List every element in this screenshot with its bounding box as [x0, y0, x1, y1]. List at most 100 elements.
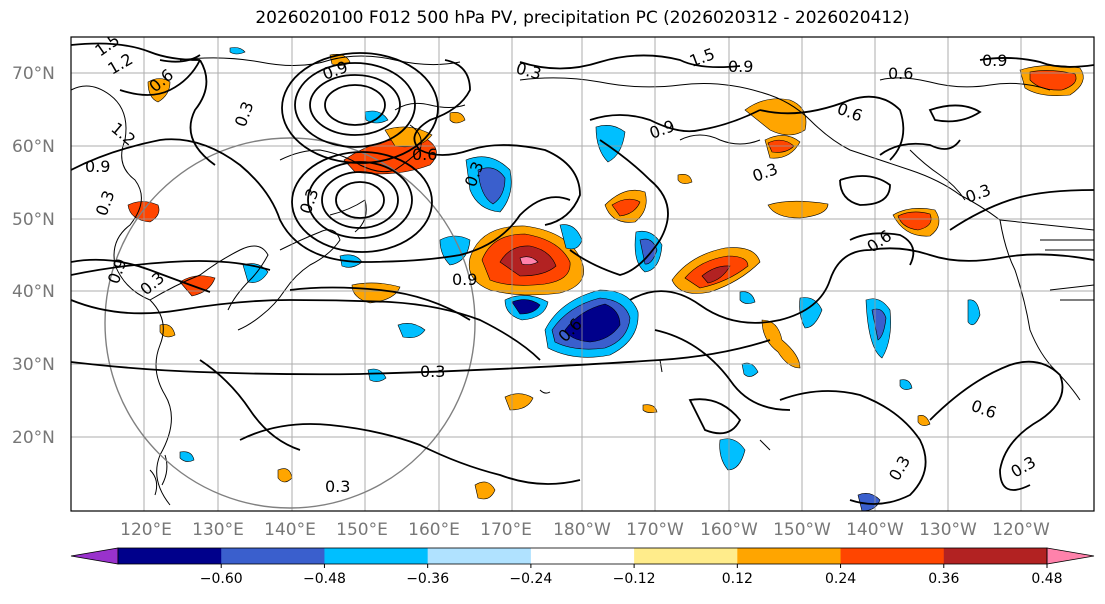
- latitude-labels: 70°N 60°N 50°N 40°N 30°N 20°N: [12, 64, 55, 448]
- contour-label: 0.3: [136, 268, 168, 299]
- contour-label: 0.6: [863, 226, 895, 256]
- map-frame: [70, 36, 1095, 512]
- precip-negative-area: [397, 323, 426, 338]
- precip-positive-area: [351, 282, 401, 304]
- precip-positive-area: [277, 468, 293, 483]
- radius-circle: [104, 137, 476, 509]
- precip-negative-area: [899, 379, 913, 390]
- lon-label: 120°W: [992, 520, 1050, 540]
- lon-label: 150°E: [336, 520, 388, 540]
- contour-label: 0.3: [296, 186, 323, 216]
- contour-label: 0.6: [412, 145, 437, 164]
- colorbar-tick-label: −0.12: [613, 571, 656, 587]
- lon-label: 120°E: [120, 520, 172, 540]
- contour-label: 0.9: [452, 270, 477, 289]
- longitude-labels: 120°E 130°E 140°E 150°E 160°E 170°E 180°…: [120, 520, 1050, 540]
- precip-positive-area: [677, 174, 693, 184]
- colorbar-tick-label: 0.36: [928, 571, 959, 587]
- lon-label: 170°E: [480, 520, 532, 540]
- precip-negative-area: [511, 299, 541, 315]
- contour-label: 0.3: [963, 180, 993, 207]
- colorbar-segment: [943, 548, 1048, 564]
- graticule: [71, 37, 1094, 511]
- contour-label: 0.3: [92, 188, 119, 218]
- contour-label: 0.3: [750, 159, 780, 186]
- lon-label: 150°W: [773, 520, 831, 540]
- colorbar-frame: [117, 547, 1048, 565]
- precip-positive-area: [917, 415, 931, 426]
- precip-negative-area: [967, 299, 981, 326]
- colorbar-segment: [427, 548, 532, 564]
- contour-label: 0.6: [888, 64, 913, 83]
- precip-negative-area: [799, 297, 823, 329]
- colorbar: −0.60 −0.48 −0.36 −0.24 −0.12 0.12 0.24 0.36 0.4…: [70, 547, 1095, 587]
- colorbar-segment: [530, 548, 635, 564]
- precip-positive-area: [744, 98, 807, 136]
- contour-label: 0.9: [85, 157, 110, 176]
- precip-negative-area: [595, 125, 626, 163]
- lon-label: 180°W: [553, 520, 611, 540]
- precip-positive-area: [701, 265, 731, 284]
- precip-positive-area: [159, 324, 176, 338]
- contour-label: 0.3: [325, 477, 350, 496]
- colorbar-segment: [840, 548, 945, 564]
- precip-positive-area: [474, 481, 496, 500]
- lon-label: 160°W: [700, 520, 758, 540]
- colorbar-segment: [634, 548, 738, 564]
- precip-positive-area: [897, 211, 932, 231]
- precip-positive-area: [519, 256, 539, 265]
- contour-label: 0.3: [231, 99, 258, 129]
- lon-label: 170°W: [626, 520, 684, 540]
- colorbar-segment: [221, 548, 325, 564]
- contour-label: 0.3: [1008, 452, 1040, 481]
- contour-label: 0.3: [885, 452, 914, 484]
- precip-positive-area: [767, 200, 829, 219]
- colorbar-tick-label: −0.48: [303, 571, 346, 587]
- contour-label: 0.6: [969, 396, 999, 423]
- lon-label: 130°E: [192, 520, 244, 540]
- colorbar-tick-label: −0.60: [200, 571, 243, 587]
- contour-label: 0.9: [728, 57, 753, 76]
- lat-label: 20°N: [12, 428, 55, 448]
- colorbar-extend-high: [1046, 547, 1095, 565]
- precip-negative-area: [229, 47, 246, 55]
- colorbar-tick-label: 0.48: [1031, 571, 1062, 587]
- precip-negative-area: [719, 438, 746, 471]
- precip-positive-area: [611, 198, 641, 217]
- lat-label: 50°N: [12, 210, 55, 230]
- colorbar-segment: [324, 548, 429, 564]
- contour-label: 1.2: [107, 119, 139, 150]
- precip-negative-area: [364, 110, 389, 124]
- contour-label: 0.6: [835, 99, 865, 126]
- contour-label: 0.3: [514, 59, 544, 84]
- precip-positive-area: [449, 112, 466, 124]
- lon-label: 160°E: [408, 520, 460, 540]
- pv-contours: [71, 42, 1094, 505]
- colorbar-tick-label: 0.12: [722, 571, 753, 587]
- precip-negative-area: [477, 167, 506, 205]
- lat-label: 30°N: [12, 355, 55, 375]
- colorbar-tick-label: −0.24: [509, 571, 552, 587]
- figure-title: 2026020100 F012 500 hPa PV, precipitatio…: [255, 8, 910, 28]
- precip-negative-area: [639, 238, 658, 265]
- lat-label: 70°N: [12, 64, 55, 84]
- precip-negative-area: [179, 451, 195, 462]
- lon-label: 140°E: [264, 520, 316, 540]
- lat-label: 60°N: [12, 137, 55, 157]
- precip-positive-area: [179, 275, 216, 297]
- precip-positive-area: [504, 393, 534, 411]
- colorbar-tick-label: 0.24: [825, 571, 856, 587]
- precip-positive-area: [761, 319, 801, 369]
- lon-label: 130°W: [919, 520, 977, 540]
- precip-negative-area: [741, 362, 759, 377]
- precip-positive-area: [642, 404, 658, 413]
- lat-label: 40°N: [12, 282, 55, 302]
- colorbar-segment: [737, 548, 842, 564]
- precip-negative-area: [739, 291, 756, 304]
- contour-label: 0.9: [982, 51, 1007, 70]
- precip-negative-area: [367, 368, 387, 382]
- precip-negative-area: [564, 303, 621, 343]
- colorbar-segment: [118, 548, 222, 564]
- colorbar-tick-label: −0.36: [406, 571, 449, 587]
